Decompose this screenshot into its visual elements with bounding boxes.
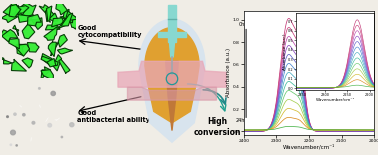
- Polygon shape: [3, 2, 17, 16]
- Polygon shape: [17, 44, 26, 56]
- Polygon shape: [9, 38, 19, 49]
- Polygon shape: [44, 27, 57, 40]
- Polygon shape: [45, 23, 60, 30]
- Ellipse shape: [19, 105, 22, 107]
- Circle shape: [16, 145, 17, 146]
- Circle shape: [10, 144, 12, 146]
- Circle shape: [11, 130, 15, 135]
- Text: Good
cytocompatibility: Good cytocompatibility: [77, 24, 142, 38]
- Polygon shape: [28, 14, 41, 26]
- Polygon shape: [1, 10, 18, 23]
- Polygon shape: [31, 18, 42, 29]
- Polygon shape: [62, 13, 73, 26]
- Polygon shape: [22, 58, 33, 68]
- Text: 0h: 0h: [239, 22, 245, 27]
- Polygon shape: [42, 53, 52, 66]
- Polygon shape: [45, 9, 54, 22]
- Polygon shape: [0, 58, 12, 64]
- Polygon shape: [169, 42, 175, 57]
- Polygon shape: [58, 18, 68, 29]
- Polygon shape: [48, 42, 56, 57]
- Polygon shape: [118, 61, 226, 87]
- Polygon shape: [53, 55, 62, 71]
- Polygon shape: [69, 17, 80, 29]
- Circle shape: [23, 114, 25, 116]
- Polygon shape: [139, 19, 205, 142]
- Polygon shape: [145, 28, 199, 123]
- Ellipse shape: [54, 119, 57, 120]
- Ellipse shape: [45, 117, 48, 122]
- Polygon shape: [46, 13, 58, 21]
- Polygon shape: [15, 44, 29, 56]
- Polygon shape: [57, 48, 73, 54]
- Polygon shape: [2, 29, 18, 42]
- Circle shape: [39, 88, 40, 89]
- Polygon shape: [15, 6, 29, 13]
- Polygon shape: [127, 87, 217, 100]
- Text: High
conversion: High conversion: [194, 117, 241, 137]
- Polygon shape: [66, 11, 78, 21]
- Ellipse shape: [39, 104, 41, 108]
- Polygon shape: [60, 15, 73, 23]
- Polygon shape: [22, 3, 36, 17]
- Circle shape: [70, 123, 74, 127]
- Circle shape: [7, 116, 8, 117]
- Circle shape: [48, 124, 51, 127]
- Polygon shape: [39, 5, 51, 15]
- Ellipse shape: [56, 118, 60, 121]
- Polygon shape: [13, 25, 19, 36]
- Polygon shape: [22, 23, 35, 39]
- Polygon shape: [13, 5, 22, 16]
- Circle shape: [14, 113, 16, 115]
- Polygon shape: [176, 32, 186, 37]
- Polygon shape: [63, 9, 69, 20]
- Polygon shape: [158, 32, 168, 37]
- Polygon shape: [166, 61, 178, 131]
- Y-axis label: Absorbance (a.u.): Absorbance (a.u.): [226, 48, 231, 97]
- Polygon shape: [41, 67, 51, 79]
- Polygon shape: [11, 59, 26, 71]
- Polygon shape: [51, 18, 64, 27]
- Polygon shape: [0, 30, 14, 36]
- Polygon shape: [56, 1, 67, 15]
- Text: Good
antibacterial ability: Good antibacterial ability: [77, 110, 150, 123]
- Circle shape: [51, 91, 56, 95]
- Ellipse shape: [31, 137, 32, 142]
- Polygon shape: [47, 58, 56, 67]
- Polygon shape: [9, 4, 21, 17]
- Polygon shape: [46, 6, 52, 22]
- Polygon shape: [168, 5, 176, 42]
- Polygon shape: [41, 56, 58, 66]
- Polygon shape: [59, 59, 70, 74]
- Text: 24h: 24h: [236, 118, 245, 123]
- Polygon shape: [41, 70, 53, 80]
- Circle shape: [32, 122, 35, 124]
- Polygon shape: [58, 34, 67, 47]
- Polygon shape: [51, 41, 59, 56]
- Polygon shape: [27, 42, 39, 52]
- Polygon shape: [18, 15, 34, 22]
- X-axis label: Wavenumber/cm⁻¹: Wavenumber/cm⁻¹: [283, 144, 335, 150]
- Circle shape: [61, 136, 63, 138]
